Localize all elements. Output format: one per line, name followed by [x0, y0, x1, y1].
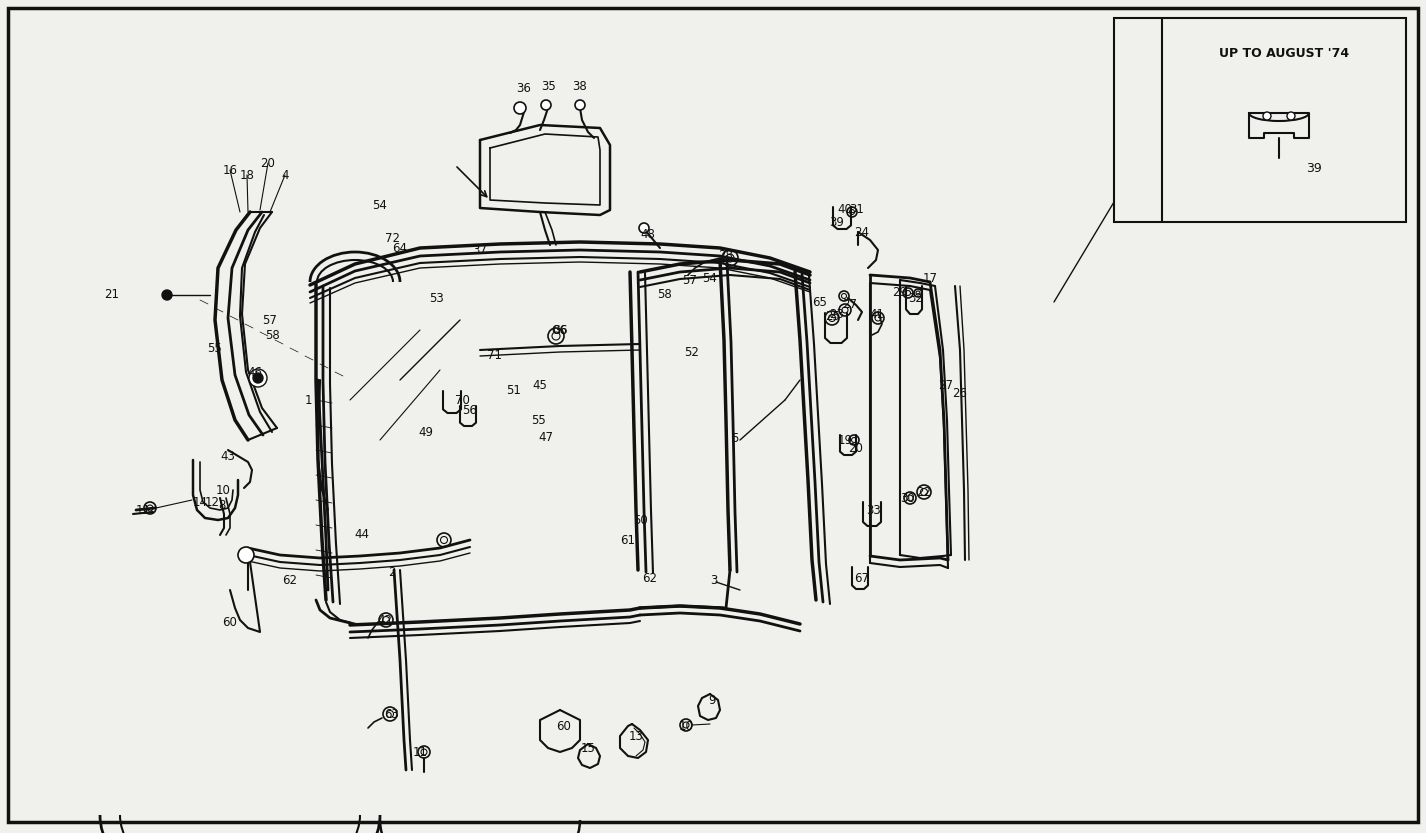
Text: 3: 3: [710, 573, 717, 586]
Text: 50: 50: [633, 513, 647, 526]
Text: 31: 31: [850, 202, 864, 216]
Text: 58: 58: [657, 287, 673, 301]
Text: 29: 29: [893, 286, 907, 298]
Text: 20: 20: [848, 441, 863, 455]
Text: 62: 62: [643, 571, 657, 585]
Text: 38: 38: [573, 79, 588, 92]
Text: 64: 64: [392, 242, 408, 255]
Text: 19: 19: [837, 433, 853, 446]
Text: 10: 10: [215, 483, 231, 496]
Text: 15: 15: [580, 741, 596, 755]
Text: 51: 51: [506, 383, 522, 397]
Circle shape: [1263, 112, 1271, 120]
Text: 25: 25: [826, 310, 840, 322]
Text: 8: 8: [218, 498, 225, 511]
Text: 62: 62: [282, 573, 298, 586]
Text: 2: 2: [388, 566, 396, 578]
Text: 48: 48: [640, 227, 656, 241]
Circle shape: [250, 369, 267, 387]
Text: 57: 57: [683, 273, 697, 287]
Text: 55: 55: [208, 342, 222, 355]
Text: 16: 16: [222, 163, 238, 177]
Text: 4: 4: [281, 168, 288, 182]
Text: 20: 20: [261, 157, 275, 169]
Text: 42: 42: [378, 613, 392, 626]
Text: 49: 49: [418, 426, 434, 438]
Text: 30: 30: [901, 491, 915, 505]
Text: 11: 11: [135, 503, 151, 516]
Text: G6: G6: [552, 323, 569, 337]
Text: 54: 54: [372, 198, 388, 212]
Bar: [1114, 18, 1406, 222]
Text: 60: 60: [556, 720, 572, 732]
Text: 54: 54: [703, 272, 717, 285]
Text: 61: 61: [620, 533, 636, 546]
Text: 67: 67: [854, 571, 870, 585]
Text: 11: 11: [412, 746, 428, 759]
Text: 56: 56: [462, 403, 478, 416]
Text: 1: 1: [304, 393, 312, 407]
Text: 52: 52: [684, 346, 699, 358]
Circle shape: [639, 223, 649, 233]
Text: 36: 36: [516, 82, 532, 94]
Text: 21: 21: [104, 288, 120, 302]
Text: 39: 39: [1306, 162, 1322, 174]
Text: 63: 63: [385, 707, 399, 721]
Circle shape: [540, 100, 550, 110]
Text: 47: 47: [539, 431, 553, 443]
Text: UP TO AUGUST '74: UP TO AUGUST '74: [1219, 47, 1349, 59]
Text: 58: 58: [265, 328, 281, 342]
Text: 53: 53: [429, 292, 445, 305]
Text: 41: 41: [870, 308, 884, 322]
Text: 26: 26: [953, 387, 967, 400]
Text: 45: 45: [532, 378, 548, 392]
Text: 06: 06: [552, 323, 568, 337]
Text: 72: 72: [385, 232, 399, 245]
Text: 46: 46: [248, 366, 262, 378]
Text: 28: 28: [719, 248, 733, 262]
Circle shape: [238, 547, 254, 563]
Text: 65: 65: [813, 296, 827, 308]
Text: 37: 37: [472, 243, 488, 257]
Text: 55: 55: [532, 413, 546, 426]
Text: 27: 27: [938, 378, 954, 392]
Text: 17: 17: [923, 272, 937, 285]
Text: 57: 57: [262, 313, 278, 327]
Text: 24: 24: [854, 226, 870, 238]
Text: 10: 10: [679, 720, 693, 732]
Circle shape: [252, 373, 262, 383]
Text: 32: 32: [908, 292, 924, 305]
Circle shape: [163, 290, 173, 300]
Text: 12: 12: [204, 496, 220, 508]
Text: 44: 44: [355, 528, 369, 541]
Text: 27: 27: [843, 298, 857, 312]
Circle shape: [575, 100, 585, 110]
Text: 39: 39: [830, 216, 844, 228]
Text: 5: 5: [732, 431, 739, 445]
Circle shape: [513, 102, 526, 114]
Text: 70: 70: [455, 393, 469, 407]
Text: 13: 13: [629, 730, 643, 742]
Text: 71: 71: [488, 348, 502, 362]
Text: 35: 35: [542, 79, 556, 92]
Text: 18: 18: [240, 168, 254, 182]
Text: 40: 40: [837, 202, 853, 216]
Text: 43: 43: [221, 450, 235, 462]
Text: 23: 23: [830, 308, 844, 322]
Text: 22: 22: [917, 486, 931, 498]
Text: 60: 60: [222, 616, 238, 630]
Text: 33: 33: [867, 503, 881, 516]
Text: 9: 9: [709, 694, 716, 706]
Circle shape: [1288, 112, 1295, 120]
Text: 14: 14: [193, 496, 208, 508]
